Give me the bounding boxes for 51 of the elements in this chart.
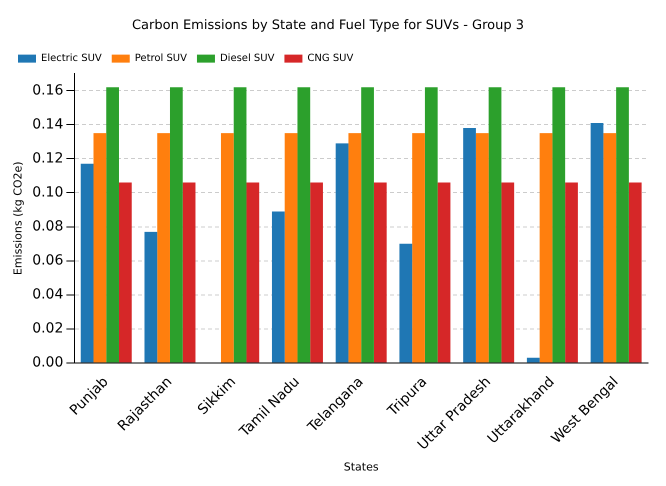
bar	[552, 87, 566, 362]
bar	[297, 87, 310, 362]
bar	[272, 211, 285, 362]
legend-label: Diesel SUV	[220, 53, 275, 64]
bar	[182, 182, 196, 362]
y-tick-label: 0.06	[32, 252, 64, 268]
y-tick-label: 0.16	[32, 82, 64, 98]
bar	[628, 182, 642, 362]
legend-label: CNG SUV	[307, 53, 354, 64]
bar	[284, 133, 298, 362]
bar	[234, 87, 246, 362]
bar	[336, 143, 348, 362]
bar	[144, 232, 158, 362]
bar	[526, 358, 540, 362]
bar	[374, 182, 387, 362]
bar	[310, 182, 323, 362]
bar	[220, 133, 234, 362]
y-tick-label: 0.12	[32, 150, 64, 166]
y-axis-title: Emissions (kg CO2e)	[11, 161, 24, 276]
bar	[488, 87, 502, 362]
x-axis-title: States	[344, 460, 379, 474]
bar	[170, 87, 183, 362]
y-tick-label: 0.04	[32, 286, 64, 302]
y-tick-label: 0.08	[32, 218, 64, 234]
bar	[361, 87, 374, 362]
bar	[438, 182, 450, 362]
bar	[118, 182, 132, 362]
y-tick-label: 0.10	[32, 184, 64, 200]
bar	[424, 87, 438, 362]
bar	[501, 182, 514, 362]
y-tick-label: 0.00	[32, 354, 64, 371]
bar	[590, 122, 604, 362]
chart-title: Carbon Emissions by State and Fuel Type for SUVs - Group 3	[132, 18, 524, 34]
bar	[616, 87, 629, 362]
bar	[412, 133, 425, 362]
y-tick-label: 0.14	[32, 116, 64, 132]
y-tick-label: 0.02	[32, 320, 64, 336]
bar	[348, 133, 362, 362]
bar	[80, 164, 94, 362]
bar	[603, 133, 616, 362]
bar	[93, 133, 106, 362]
legend-label: Petrol SUV	[134, 53, 188, 64]
bar	[246, 182, 260, 362]
bar	[463, 128, 476, 362]
bar	[476, 133, 489, 362]
bar	[399, 244, 412, 362]
bar	[565, 182, 578, 362]
legend-label: Electric SUV	[41, 53, 102, 64]
bar	[157, 133, 170, 362]
bar	[106, 87, 119, 362]
bar	[540, 133, 552, 362]
